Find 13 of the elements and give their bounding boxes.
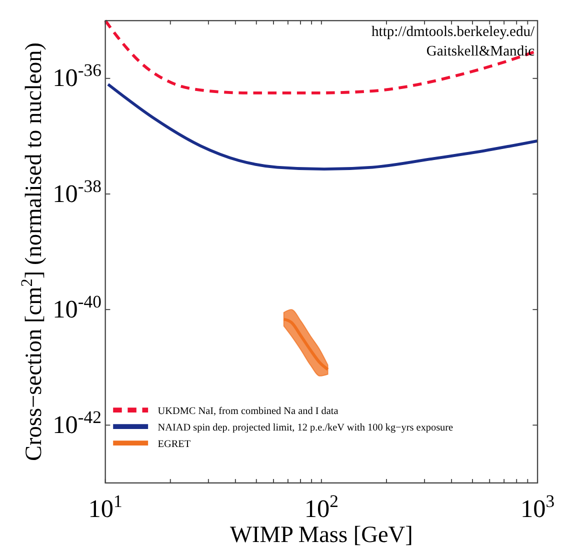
x-tick-label: 10$^{1}$ bbox=[88, 490, 122, 523]
legend-label: EGRET bbox=[158, 438, 192, 450]
annotation: Gaitskell&Mandic bbox=[426, 44, 536, 60]
legend-label: NAIAD spin dep. projected limit, 12 p.e./keV with 100 kg−yrs exposure bbox=[158, 422, 454, 434]
legend-label: UKDMC NaI, from combined Na and I data bbox=[158, 406, 339, 417]
x-axis-title: WIMP Mass [GeV] bbox=[230, 522, 413, 548]
x-tick-label: 10$^{3}$ bbox=[520, 490, 555, 523]
x-tick-label: 10$^{2}$ bbox=[304, 490, 338, 523]
y-tick-label: 10$^{-36}$ bbox=[52, 60, 102, 92]
annotation: http://dmtools.berkeley.edu/ bbox=[372, 24, 536, 40]
y-tick-label: 10$^{-40}$ bbox=[52, 291, 102, 324]
y-tick-label: 10$^{-38}$ bbox=[52, 176, 102, 208]
y-tick-label: 10$^{-42}$ bbox=[52, 406, 102, 439]
